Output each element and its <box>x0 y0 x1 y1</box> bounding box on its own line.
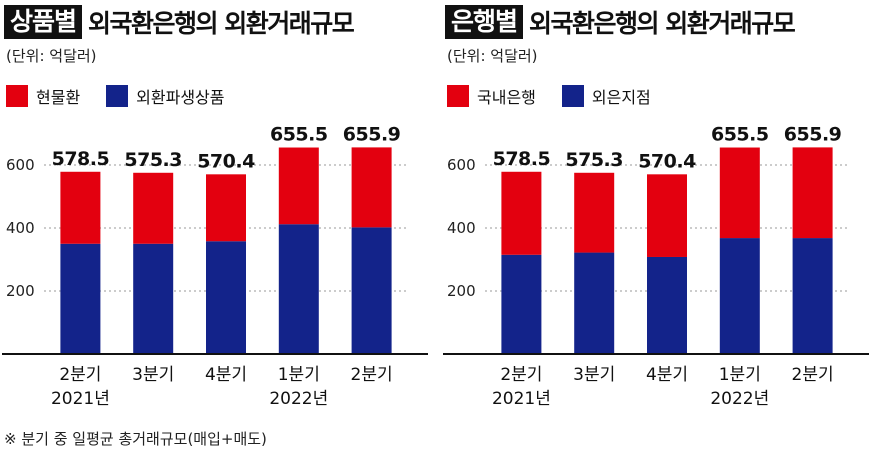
chart-title: 상품별 외국환은행의 외환거래규모 <box>4 4 355 40</box>
y-tick-label: 600 <box>447 156 476 174</box>
stacked-bar-chart: 200 400 600 578.5 2분기 2021년 575.3 3분기 570.4 4분기 65… <box>443 123 869 409</box>
data-label-total: 575.3 <box>124 149 182 171</box>
bar-segment-lower <box>501 254 542 354</box>
bar-segment-lower <box>647 256 687 354</box>
x-tick-label: 3분기 <box>132 365 174 385</box>
bar-segment-upper <box>278 147 319 225</box>
data-label-total: 655.5 <box>711 124 769 146</box>
bar-segment-lower <box>206 241 246 354</box>
title-badge: 은행별 <box>445 5 524 39</box>
legend-swatch-foreign <box>561 85 584 107</box>
y-tick-label: 200 <box>447 282 476 300</box>
bar-segment-upper <box>647 174 687 257</box>
y-tick-label: 600 <box>6 156 35 174</box>
x-tick-year-label: 2022년 <box>269 389 328 409</box>
bar-segment-upper <box>574 172 615 253</box>
legend-label-domestic: 국내은행 <box>477 88 536 107</box>
x-tick-year-label: 2022년 <box>710 389 769 409</box>
bar-segment-upper <box>206 174 246 242</box>
x-tick-label: 2분기 <box>59 365 101 385</box>
bar-segment-lower <box>60 243 101 354</box>
bar-segment-upper <box>351 147 392 228</box>
data-label-total: 655.9 <box>784 123 842 145</box>
footnote: ※ 분기 중 일평균 총거래규모(매입+매도) <box>4 430 267 448</box>
x-tick-label: 2분기 <box>792 365 834 385</box>
data-label-total: 570.4 <box>638 150 696 172</box>
x-tick-year-label: 2021년 <box>492 389 551 409</box>
x-tick-label: 1분기 <box>719 365 761 385</box>
y-tick-label: 400 <box>447 219 476 237</box>
legend: 국내은행 외은지점 <box>447 84 677 108</box>
x-tick-year-label: 2021년 <box>51 389 110 409</box>
x-tick-label: 2분기 <box>500 365 542 385</box>
bar-segment-lower <box>719 238 760 354</box>
legend-swatch-derivatives <box>106 85 129 107</box>
product-chart-panel: 상품별 외국환은행의 외환거래규모 (단위: 억달러) 현물환 외환파생상품 2… <box>0 0 430 420</box>
data-label-total: 575.3 <box>565 149 623 171</box>
x-tick-label: 3분기 <box>573 365 615 385</box>
data-label-total: 578.5 <box>493 148 551 170</box>
bar-segment-lower <box>278 224 319 354</box>
chart-title: 은행별 외국환은행의 외환거래규모 <box>445 4 796 40</box>
legend-swatch-domestic <box>447 85 469 107</box>
data-label-total: 570.4 <box>197 150 255 172</box>
x-tick-label: 1분기 <box>278 365 320 385</box>
unit-label: (단위: 억달러) <box>447 47 538 65</box>
bar-segment-lower <box>351 227 392 354</box>
x-tick-label: 4분기 <box>205 365 247 385</box>
x-tick-label: 2분기 <box>351 365 393 385</box>
bar-segment-upper <box>60 171 101 244</box>
y-tick-label: 200 <box>6 282 35 300</box>
title-main: 외국환은행의 외환거래규모 <box>88 9 355 38</box>
bar-segment-lower <box>133 243 174 354</box>
x-tick-label: 4분기 <box>646 365 688 385</box>
title-main: 외국환은행의 외환거래규모 <box>529 9 796 38</box>
y-tick-label: 400 <box>6 219 35 237</box>
bar-segment-upper <box>719 147 760 239</box>
legend: 현물환 외환파생상품 <box>6 84 251 108</box>
stacked-bar-chart: 200 400 600 578.5 2분기 2021년 575.3 3분기 570.4 4분기 65… <box>2 123 428 409</box>
bar-segment-upper <box>501 171 542 255</box>
data-label-total: 655.5 <box>270 124 328 146</box>
legend-label-foreign: 외은지점 <box>591 88 651 107</box>
bar-segment-upper <box>792 147 833 239</box>
legend-swatch-spot <box>6 85 28 107</box>
data-label-total: 655.9 <box>343 123 401 145</box>
bar-segment-lower <box>792 238 833 354</box>
bar-segment-upper <box>133 172 174 244</box>
unit-label: (단위: 억달러) <box>6 47 97 65</box>
data-label-total: 578.5 <box>52 148 110 170</box>
title-badge: 상품별 <box>4 5 83 39</box>
legend-label-derivatives: 외환파생상품 <box>136 88 225 107</box>
bar-segment-lower <box>574 252 615 354</box>
legend-label-spot: 현물환 <box>36 88 81 107</box>
bank-chart-panel: 은행별 외국환은행의 외환거래규모 (단위: 억달러) 국내은행 외은지점 20… <box>441 0 871 420</box>
